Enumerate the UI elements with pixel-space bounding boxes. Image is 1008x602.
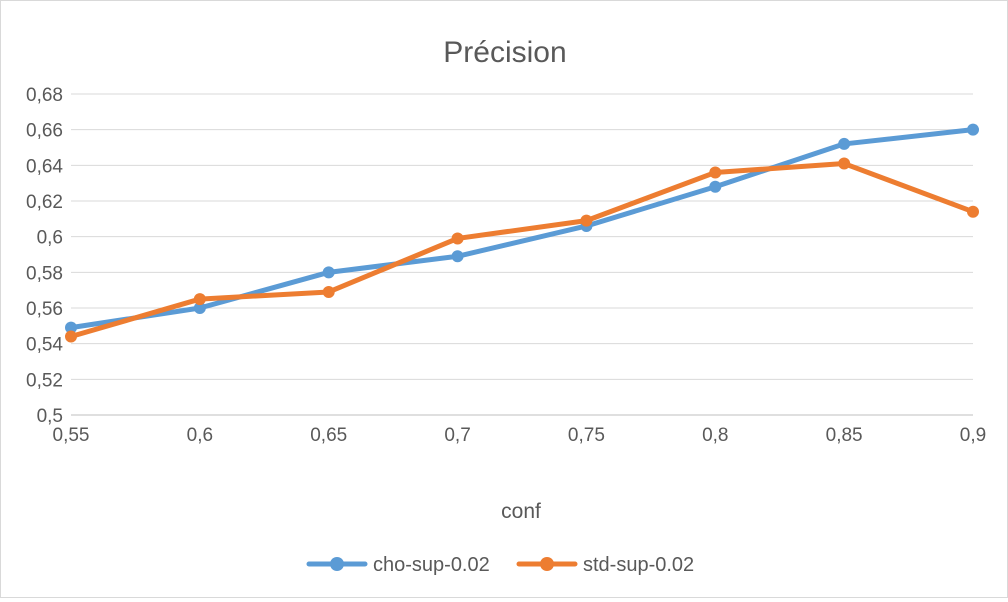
data-point (967, 123, 979, 136)
y-tick-label: 0,5 (37, 406, 63, 427)
series-std-sup-0.02 (65, 157, 979, 343)
series-line (68, 127, 976, 331)
data-point (838, 137, 851, 150)
y-axis-ticks: 0,5 0,52 0,54 0,56 0,58 0,6 0,62 0,64 0,66 0,68 (26, 85, 63, 427)
x-tick-label: 0,9 (960, 425, 986, 446)
y-tick-label: 0,66 (26, 121, 63, 142)
y-tick-label: 0,68 (26, 85, 63, 106)
data-point (65, 321, 77, 334)
y-tick-label: 0,62 (26, 192, 63, 213)
data-point (193, 293, 206, 306)
legend-item: std-sup-0.02 (516, 554, 694, 576)
series-group (65, 123, 979, 343)
chart-title: Précision (443, 36, 566, 69)
data-point (580, 214, 593, 227)
data-point (967, 205, 979, 218)
x-tick-label: 0,8 (702, 425, 728, 446)
data-point (193, 302, 206, 314)
legend-swatch-marker (330, 557, 344, 571)
legend-item: cho-sup-0.02 (306, 554, 490, 576)
data-point (838, 157, 851, 170)
data-point (709, 166, 722, 179)
data-point (322, 266, 335, 279)
y-tick-label: 0,58 (26, 263, 63, 284)
x-tick-label: 0,85 (826, 425, 863, 446)
data-point (322, 285, 335, 298)
legend-label: std-sup-0.02 (583, 554, 694, 576)
y-tick-label: 0,6 (37, 228, 63, 249)
x-tick-label: 0,7 (444, 425, 470, 446)
legend: cho-sup-0.02 std-sup-0.02 (306, 554, 694, 576)
legend-label: cho-sup-0.02 (373, 554, 490, 576)
y-tick-label: 0,52 (26, 370, 63, 391)
series-line (68, 161, 976, 340)
x-tick-label: 0,75 (568, 425, 605, 446)
x-axis-title: conf (501, 500, 541, 523)
legend-swatch-marker (540, 557, 554, 571)
y-tick-label: 0,56 (26, 299, 63, 320)
x-tick-label: 0,6 (187, 425, 213, 446)
data-point (65, 330, 77, 343)
data-point (709, 180, 722, 193)
data-point (451, 250, 464, 263)
y-tick-label: 0,64 (26, 156, 63, 177)
gridlines (71, 93, 973, 416)
x-axis-ticks: 0,55 0,6 0,65 0,7 0,75 0,8 0,85 0,9 (53, 425, 987, 446)
x-tick-label: 0,55 (53, 425, 90, 446)
data-point (451, 232, 464, 245)
x-tick-label: 0,65 (310, 425, 347, 446)
series-cho-sup-0.02 (65, 123, 979, 334)
y-tick-label: 0,54 (26, 335, 63, 356)
